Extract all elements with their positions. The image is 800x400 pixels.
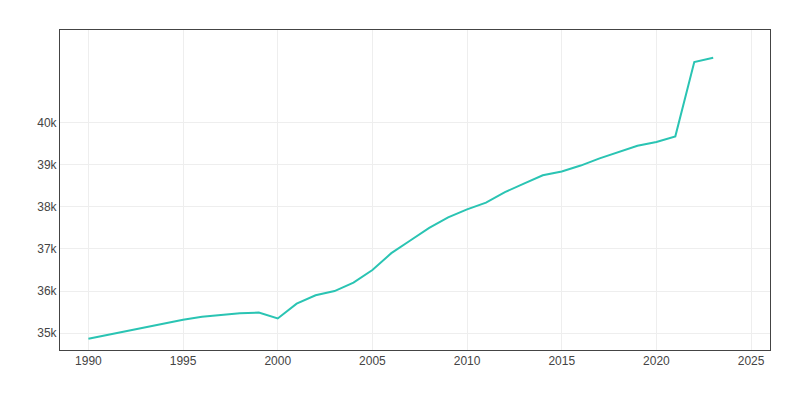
svg-text:2005: 2005 [359, 354, 386, 368]
svg-text:38k: 38k [37, 200, 57, 214]
svg-text:39k: 39k [37, 158, 57, 172]
svg-text:1990: 1990 [75, 354, 102, 368]
svg-text:37k: 37k [37, 242, 57, 256]
svg-text:2000: 2000 [264, 354, 291, 368]
svg-text:36k: 36k [37, 284, 57, 298]
svg-text:2020: 2020 [643, 354, 670, 368]
svg-text:2015: 2015 [548, 354, 575, 368]
svg-text:2025: 2025 [738, 354, 765, 368]
svg-text:1995: 1995 [170, 354, 197, 368]
svg-text:40k: 40k [37, 116, 57, 130]
svg-text:35k: 35k [37, 326, 57, 340]
svg-text:2010: 2010 [454, 354, 481, 368]
